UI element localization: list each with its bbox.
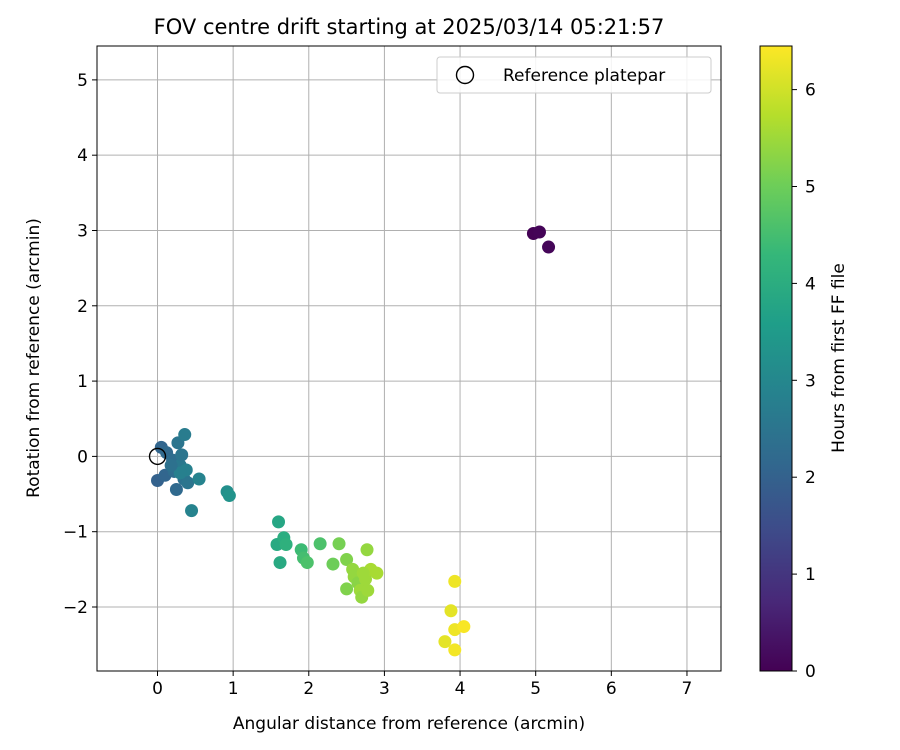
reference-marker-layer	[148, 447, 167, 466]
legend-open-circle-icon	[455, 65, 475, 85]
colorbar-gradient	[759, 45, 793, 672]
data-point	[444, 604, 458, 618]
data-point	[181, 476, 195, 490]
y-tick-label: −1	[63, 523, 88, 543]
data-point	[326, 557, 340, 571]
y-tick-label: 0	[77, 447, 88, 467]
data-point	[185, 504, 199, 518]
data-point	[178, 428, 192, 442]
x-tick-label: 5	[530, 679, 541, 699]
data-point	[192, 472, 206, 486]
grid	[97, 46, 721, 671]
data-point	[175, 448, 189, 462]
plot-frame	[96, 45, 722, 672]
data-point	[222, 489, 236, 503]
x-tick-label: 0	[152, 679, 163, 699]
data-point	[370, 566, 384, 580]
data-point	[340, 553, 354, 567]
data-point	[532, 225, 546, 239]
x-tick-label: 6	[606, 679, 617, 699]
data-point	[169, 483, 183, 497]
x-tick-label: 7	[682, 679, 693, 699]
data-point	[457, 620, 471, 634]
data-point	[332, 537, 346, 551]
data-point	[173, 466, 187, 480]
data-points	[151, 225, 556, 657]
colorbar-label: Hours from first FF file	[829, 263, 849, 453]
data-point	[272, 515, 286, 529]
data-point	[164, 458, 178, 472]
data-point	[273, 556, 287, 570]
y-tick-label: 4	[77, 146, 88, 166]
x-tick-label: 4	[455, 679, 466, 699]
data-point	[279, 537, 293, 551]
legend-label: Reference platepar	[503, 66, 665, 86]
x-tick-label: 1	[228, 679, 239, 699]
colorbar-tick-label: 5	[805, 178, 816, 198]
colorbar-tick-label: 1	[805, 565, 816, 585]
y-tick-label: −2	[63, 598, 88, 618]
x-tick-label: 2	[303, 679, 314, 699]
legend-box	[436, 56, 712, 94]
x-axis-label: Angular distance from reference (arcmin)	[233, 714, 585, 734]
colorbar-tick-label: 6	[805, 81, 816, 101]
y-tick-label: 1	[77, 372, 88, 392]
data-point	[438, 635, 452, 649]
y-axis-ticks: −2 −1 0 1 2 3 4 5	[63, 71, 97, 618]
colorbar-tick-label: 3	[805, 371, 816, 391]
colorbar-tick-label: 0	[805, 662, 816, 682]
colorbar-ticks: 0 1 2 3 4 5 6	[792, 81, 816, 682]
data-point	[448, 643, 462, 657]
data-point	[300, 556, 314, 570]
legend: Reference platepar	[436, 56, 712, 94]
data-point	[313, 537, 327, 551]
colorbar-tick-label: 4	[805, 274, 816, 294]
data-point	[360, 543, 374, 557]
colorbar: 0 1 2 3 4 5 6 Hours from first FF file	[759, 45, 849, 682]
x-tick-label: 3	[379, 679, 390, 699]
data-point	[361, 583, 375, 597]
data-point	[356, 566, 370, 580]
data-point	[542, 240, 556, 254]
data-point	[448, 574, 462, 588]
colorbar-tick-label: 2	[805, 468, 816, 488]
y-axis-label: Rotation from reference (arcmin)	[24, 218, 44, 498]
y-tick-label: 3	[77, 221, 88, 241]
data-point	[340, 582, 354, 596]
x-axis-ticks: 0 1 2 3 4 5 6 7	[152, 671, 692, 699]
y-tick-label: 5	[77, 71, 88, 91]
chart-title: FOV centre drift starting at 2025/03/14 …	[154, 15, 665, 39]
y-tick-label: 2	[77, 297, 88, 317]
reference-platepar-marker	[148, 447, 167, 466]
